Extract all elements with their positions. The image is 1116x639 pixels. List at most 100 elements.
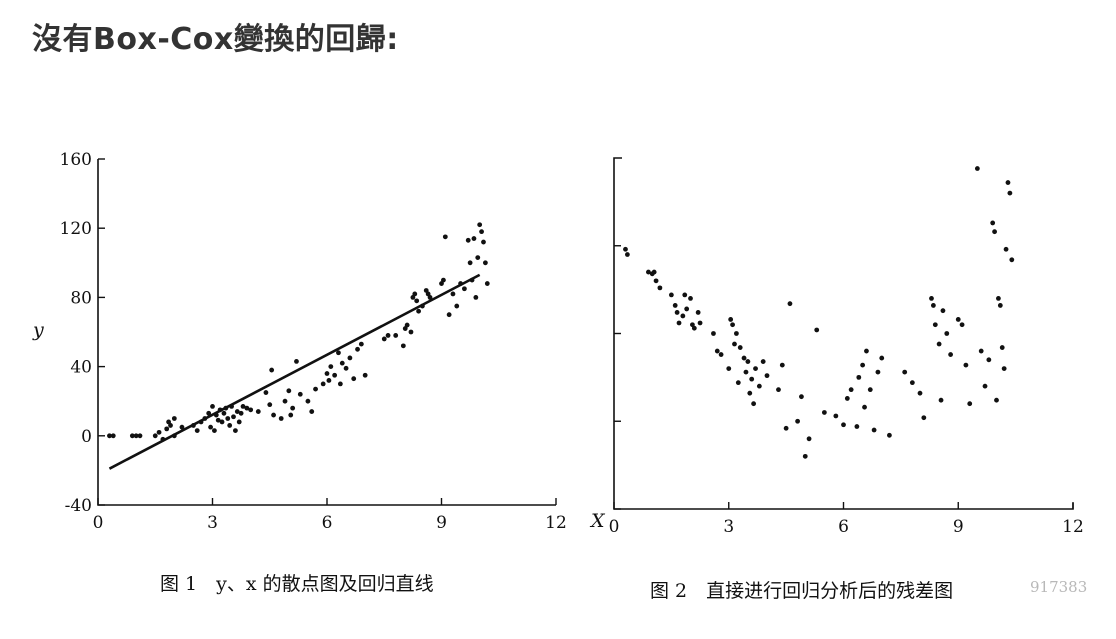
residual-point (745, 359, 751, 364)
x-tick-label: 12 (1062, 517, 1084, 537)
residual-point (749, 376, 755, 382)
residual-point (732, 341, 737, 347)
data-point (475, 255, 481, 261)
data-point (324, 371, 330, 376)
residual-point (728, 317, 734, 322)
data-point (294, 359, 299, 364)
data-point (347, 355, 353, 361)
residual-point (714, 348, 720, 354)
residual-point (651, 269, 657, 275)
residual-point (974, 166, 980, 171)
residual-point (795, 418, 800, 424)
residual-point (909, 380, 915, 386)
x-tick-label: 0 (93, 513, 104, 533)
data-point (328, 364, 334, 369)
residual-point (747, 390, 753, 396)
y-tick-label: 0 (81, 427, 92, 447)
residual-point (955, 317, 961, 322)
data-point (297, 391, 303, 397)
residual-point (743, 369, 749, 375)
residual-point (751, 401, 757, 407)
residual-point (871, 427, 877, 433)
data-point (171, 433, 177, 439)
data-point (400, 343, 406, 349)
data-point (416, 308, 421, 314)
data-point (408, 329, 414, 335)
residual-point (695, 310, 701, 315)
residual-point (844, 396, 850, 401)
data-point (221, 410, 227, 416)
data-point (290, 405, 296, 411)
data-point (473, 295, 479, 300)
residual-point (668, 292, 674, 298)
residual-point (948, 352, 953, 357)
residual-point (940, 308, 946, 314)
data-point (362, 372, 368, 378)
data-point (332, 372, 338, 378)
data-point (282, 398, 288, 404)
data-point (427, 295, 433, 300)
data-point (393, 333, 399, 338)
residual-point (1005, 180, 1011, 185)
page-heading: 沒有Box-Cox變換的回歸: (32, 22, 399, 57)
data-point (223, 405, 229, 411)
x-tick-label: 9 (436, 513, 447, 533)
residual-point (996, 296, 1001, 301)
residual-point (879, 355, 885, 361)
data-point (263, 390, 269, 395)
residual-point (854, 424, 860, 429)
residual-point (864, 348, 869, 354)
x-tick-label: 0 (609, 517, 620, 537)
residual-point (833, 413, 839, 419)
residual-point (776, 387, 781, 393)
data-point (213, 412, 219, 418)
residual-point (921, 415, 927, 421)
data-point (271, 412, 276, 418)
residual-point (814, 327, 820, 333)
residual-point (867, 387, 873, 393)
x-tick-label: 3 (723, 517, 734, 537)
residual-point (672, 303, 678, 308)
x-tick-label: 6 (838, 517, 849, 537)
y-tick-label: 80 (70, 288, 92, 308)
data-point (442, 234, 448, 240)
data-point (477, 222, 483, 228)
data-point (326, 378, 332, 383)
residual-point (938, 397, 944, 403)
data-point (229, 403, 234, 409)
data-point (339, 360, 345, 366)
residual-point (986, 357, 992, 363)
data-point (288, 412, 294, 418)
data-point (420, 303, 425, 309)
residual-point (994, 397, 999, 403)
data-point (381, 336, 387, 342)
data-point (305, 398, 311, 404)
y-tick-label: 40 (70, 358, 92, 378)
data-point (450, 291, 456, 297)
residual-point (856, 374, 862, 380)
residual-point (657, 285, 663, 291)
data-point (133, 433, 139, 439)
data-point (202, 416, 208, 421)
residual-point (624, 252, 630, 257)
residual-point (959, 322, 965, 328)
data-point (210, 403, 215, 409)
data-point (110, 433, 116, 439)
residual-point (821, 410, 827, 415)
residual-point (1001, 366, 1007, 371)
y-tick-label: 120 (60, 219, 92, 239)
data-point (482, 260, 488, 266)
watermark-text: 917383 (1030, 578, 1087, 596)
residual-point (978, 348, 984, 354)
axis-lines (613, 157, 1074, 510)
residual-point (779, 362, 785, 368)
residual-point (684, 306, 690, 312)
data-point (215, 417, 221, 423)
data-point (240, 403, 246, 409)
residual-point (932, 322, 938, 328)
residual-point (735, 380, 741, 386)
residual-point (688, 296, 693, 301)
data-point (404, 322, 410, 328)
data-point (179, 424, 185, 430)
figure-2-caption: 图 2 直接进行回归分析后的残差图 (650, 580, 953, 602)
